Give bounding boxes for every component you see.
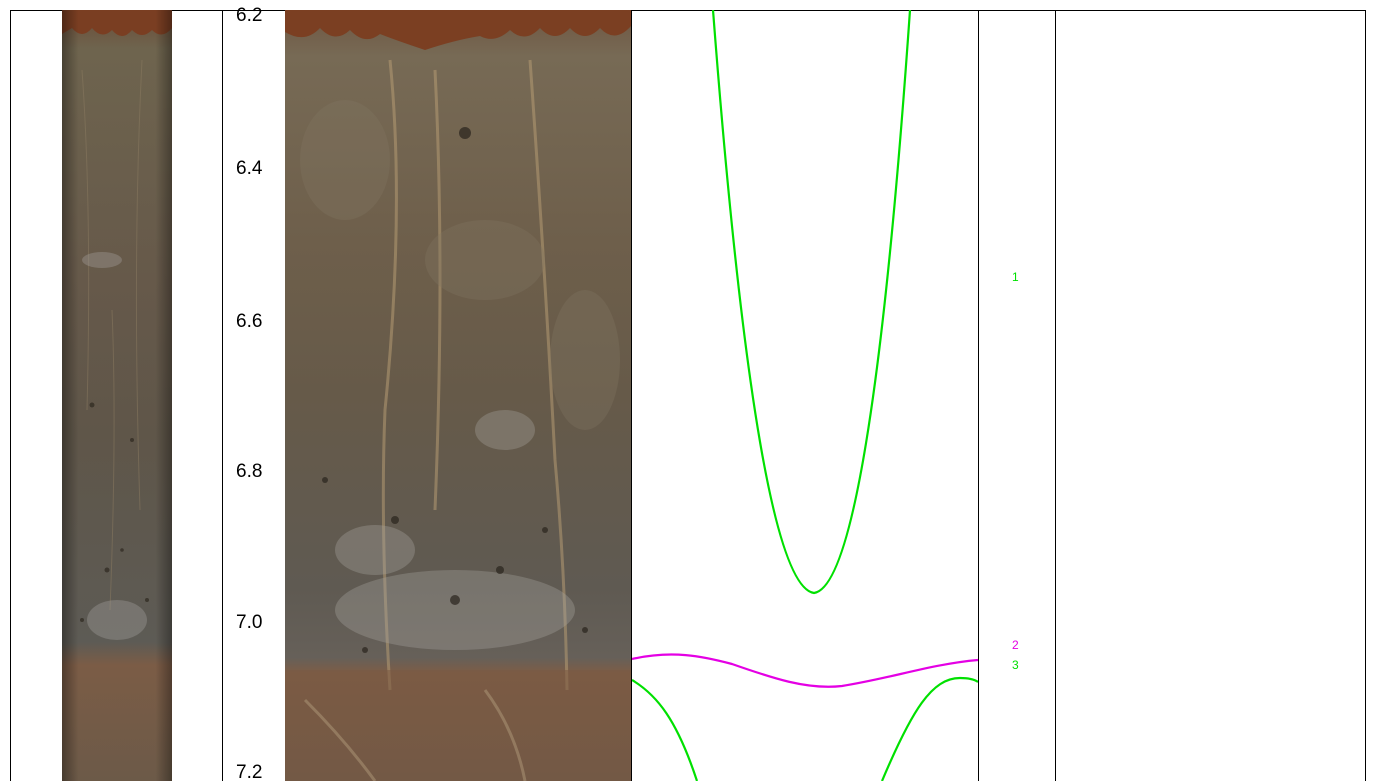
curve-panel-left-border <box>631 10 632 781</box>
core-photo-narrow-image <box>62 10 172 781</box>
depth-label: 6.2 <box>236 5 263 26</box>
tie-panel-left-border <box>978 10 979 781</box>
core-photo-narrow <box>62 10 172 781</box>
curve-panel <box>632 10 978 781</box>
curve-3 <box>880 676 978 781</box>
plot-frame <box>10 10 1366 781</box>
core-photo-wide-image <box>285 10 631 781</box>
depth-label: 6.4 <box>236 158 263 179</box>
curve-plot <box>632 10 978 781</box>
tie-label-3: 3 <box>1012 658 1019 672</box>
depth-axis-left-border <box>222 10 223 781</box>
curve-2 <box>632 653 978 688</box>
curve-3 <box>632 679 699 781</box>
depth-label: 7.0 <box>236 612 263 633</box>
empty-panel-left-border <box>1055 10 1056 781</box>
depth-label: 7.2 <box>236 762 263 783</box>
depth-label: 6.8 <box>236 461 263 482</box>
core-photo-wide <box>285 10 631 781</box>
depth-label: 6.6 <box>236 311 263 332</box>
curve-1 <box>711 10 912 595</box>
tie-label-1: 1 <box>1012 270 1019 284</box>
tie-label-2: 2 <box>1012 638 1019 652</box>
